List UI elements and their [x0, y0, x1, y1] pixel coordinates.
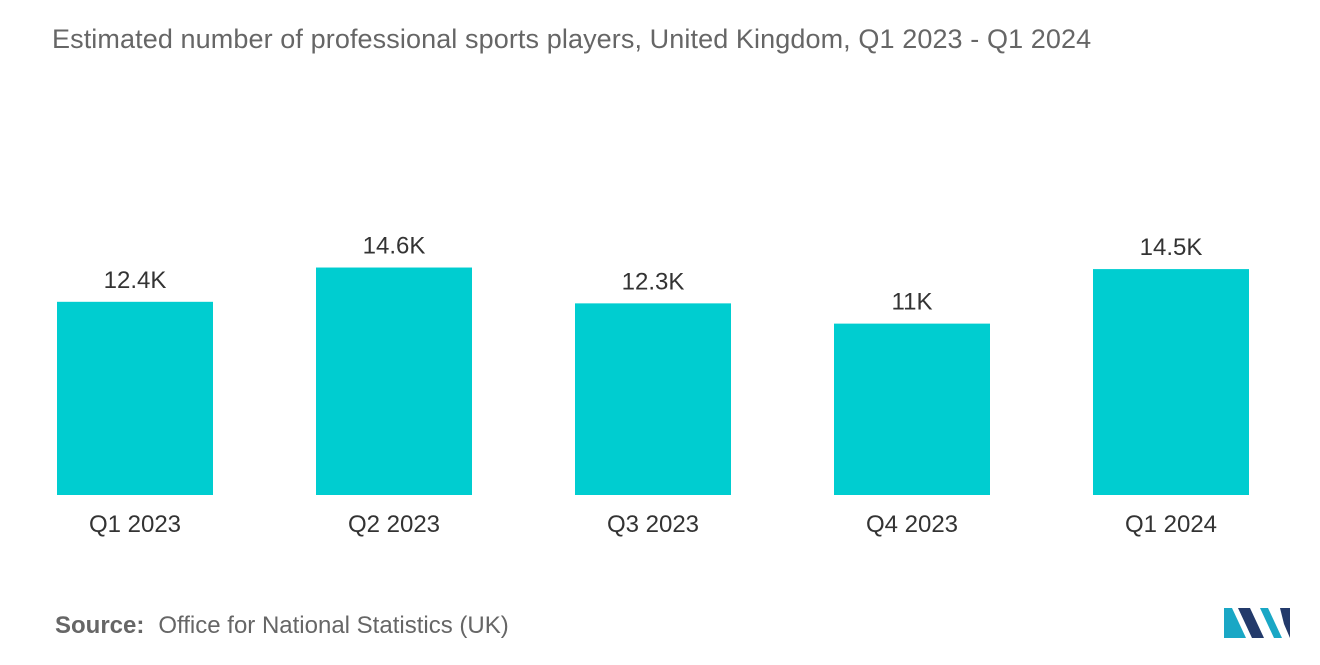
logo-shape-left	[1224, 608, 1246, 638]
bar-q2-2023	[316, 267, 472, 495]
x-axis-tick-labels: Q1 2023 Q2 2023 Q3 2023 Q4 2023 Q1 2024	[89, 511, 1217, 538]
x-tick-label: Q4 2023	[866, 511, 958, 538]
mordor-intelligence-logo-icon	[1224, 608, 1290, 638]
bar-q1-2024	[1093, 269, 1249, 495]
chart-title: Estimated number of professional sports …	[52, 24, 1092, 54]
bar-value-label: 14.5K	[1140, 234, 1203, 261]
bar-q4-2023	[834, 323, 990, 495]
bars-group	[57, 267, 1249, 495]
logo-shape-end	[1280, 608, 1290, 638]
value-labels-group: 12.4K 14.6K 12.3K 11K 14.5K	[104, 233, 1203, 316]
bar-q3-2023	[575, 303, 731, 495]
source-text: Office for National Statistics (UK)	[158, 612, 509, 639]
bar-value-label: 11K	[892, 289, 933, 316]
source-label: Source:	[55, 612, 145, 639]
bar-value-label: 14.6K	[363, 233, 426, 260]
bar-q1-2023	[57, 301, 213, 495]
bar-value-label: 12.3K	[622, 268, 685, 295]
bar-value-label: 12.4K	[104, 267, 167, 294]
x-tick-label: Q2 2023	[348, 511, 440, 538]
logo-shape-right	[1260, 608, 1282, 638]
x-tick-label: Q3 2023	[607, 511, 699, 538]
source-note: Source: Office for National Statistics (U…	[55, 612, 509, 640]
x-tick-label: Q1 2023	[89, 511, 181, 538]
logo-shape-mid	[1238, 608, 1264, 638]
x-tick-label: Q1 2024	[1125, 511, 1217, 538]
